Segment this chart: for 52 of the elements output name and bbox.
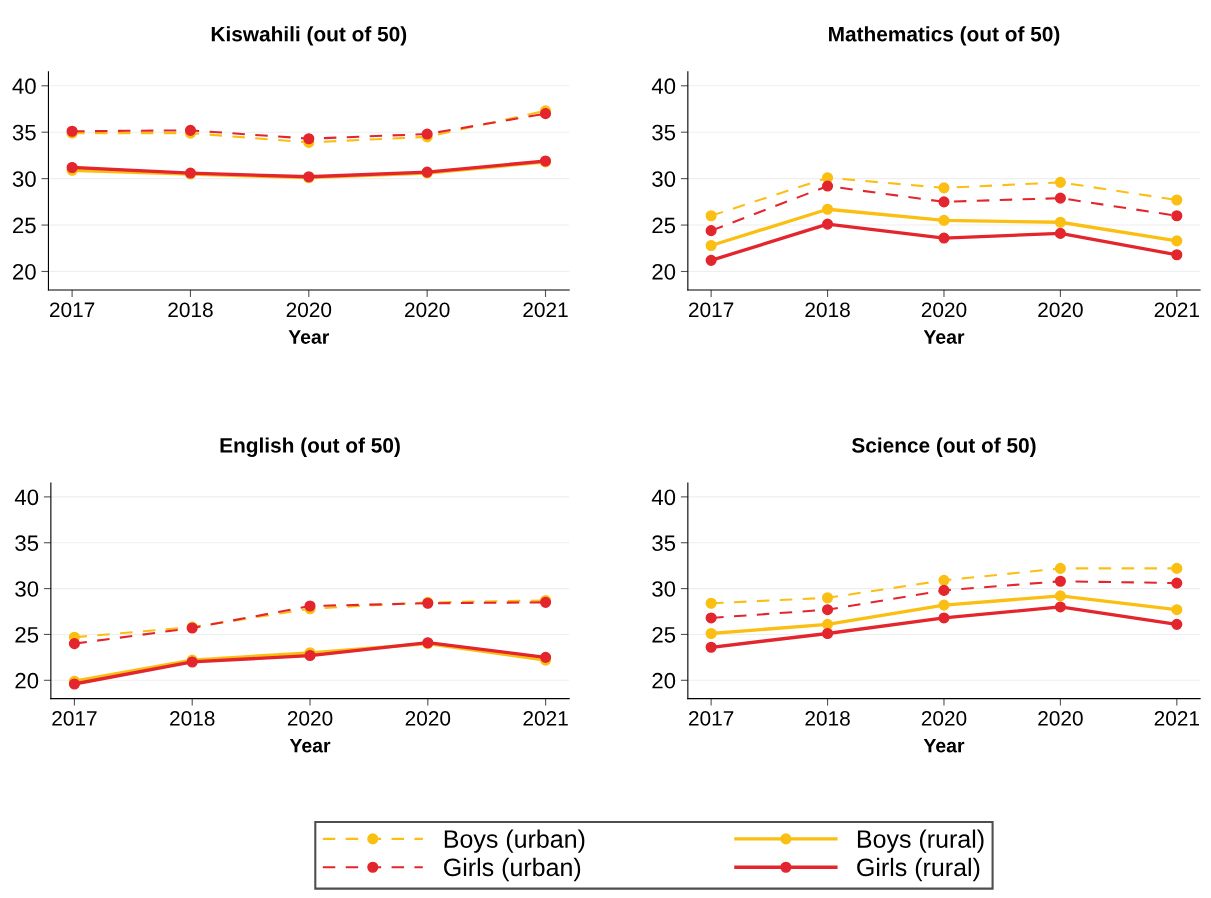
y-tick-label: 40 [14,489,39,506]
y-tick-label: 35 [15,535,39,552]
chart-title: Mathematics (out of 50) [829,26,1060,46]
y-tick-label: 40 [651,78,676,95]
y-tick-label: 30 [15,581,39,597]
y-tick-label: 30 [652,171,676,187]
chart-title: English (out of 50) [220,437,400,457]
y-tick-label: 30 [12,171,36,187]
x-tick-label: 2021 [1154,711,1199,726]
x-tick-label: 2018 [805,302,850,318]
y-tick-label: 40 [651,489,676,506]
x-tick-label: 2020 [921,302,967,318]
x-tick-label: 2017 [49,302,95,318]
y-tick-label: 35 [652,124,676,141]
x-tick-label: 2021 [523,711,568,726]
x-tick-label: 2020 [921,711,967,726]
x-tick-label: 2020 [1038,302,1083,318]
x-tick-label: 2020 [405,711,451,726]
y-tick-label: 25 [652,217,676,234]
x-axis-title: Year [923,738,965,753]
x-tick-label: 2018 [805,711,850,726]
chart-title: Science (out of 50) [851,437,1036,457]
legend-label: Girls (rural) [857,857,980,882]
y-tick-label: 20 [652,264,676,280]
y-tick-label: 20 [15,672,39,689]
x-axis-title: Year [923,330,965,344]
x-tick-label: 2020 [286,302,332,318]
x-tick-label: 2021 [1154,302,1199,318]
x-tick-label: 2020 [287,711,333,726]
y-tick-label: 35 [652,535,676,552]
y-tick-label: 40 [12,78,36,95]
legend-label: Boys (urban) [444,829,585,853]
x-tick-label: 2017 [52,711,97,726]
x-tick-label: 2017 [689,711,734,726]
x-tick-label: 2018 [168,302,213,318]
y-tick-label: 25 [652,626,676,643]
legend-label: Boys (rural) [857,829,984,853]
x-tick-label: 2017 [689,302,734,318]
legend-label: Girls (urban) [444,857,581,882]
y-tick-label: 30 [652,581,676,597]
x-tick-label: 2020 [405,302,450,318]
x-tick-label: 2021 [523,302,568,318]
chart-title: Kiswahili (out of 50) [211,26,407,46]
x-tick-label: 2018 [170,711,215,726]
y-tick-label: 20 [13,264,36,280]
y-tick-label: 35 [12,124,36,141]
y-tick-label: 25 [15,626,39,643]
x-tick-label: 2020 [1038,711,1083,726]
x-axis-title: Year [289,738,331,753]
x-axis-title: Year [288,330,330,344]
y-tick-label: 25 [13,217,36,234]
y-tick-label: 20 [652,672,676,689]
